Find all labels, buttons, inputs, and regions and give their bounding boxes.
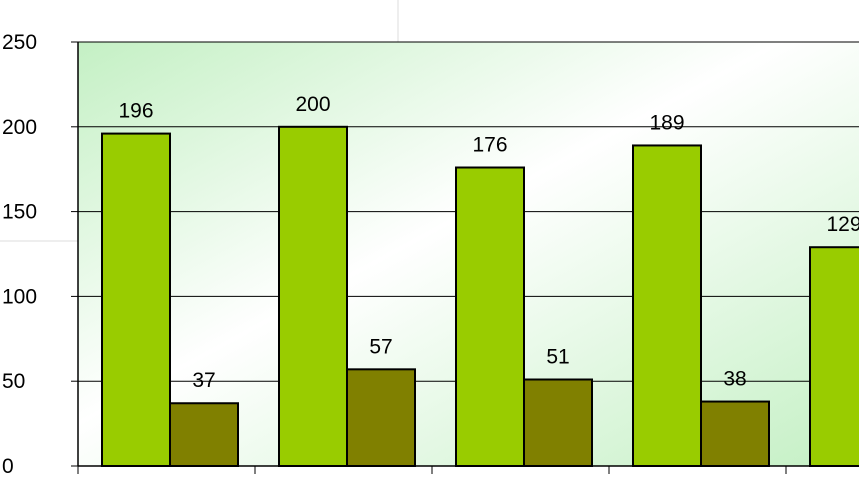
bar-series1-cat1 bbox=[101, 132, 171, 467]
axes bbox=[77, 42, 859, 474]
y-tick-label: 100 bbox=[2, 285, 37, 308]
y-tick-label: 50 bbox=[2, 370, 25, 393]
data-label: 51 bbox=[546, 346, 569, 369]
y-axis-ticks: 0 50 100 150 200 250 bbox=[2, 31, 78, 478]
bar-series1-cat3 bbox=[455, 166, 525, 467]
data-label: 196 bbox=[118, 100, 153, 123]
bar-series2-cat2 bbox=[346, 368, 416, 467]
data-labels: 196 200 176 189 129 37 57 51 38 bbox=[118, 93, 859, 392]
bar-series2-cat4 bbox=[700, 400, 770, 467]
data-label: 37 bbox=[192, 369, 215, 392]
bar-series2-cat1 bbox=[169, 402, 239, 467]
data-label: 200 bbox=[295, 93, 330, 116]
bar-series2-cat3 bbox=[523, 378, 593, 467]
data-label: 38 bbox=[723, 368, 746, 391]
data-label: 189 bbox=[649, 111, 684, 134]
y-tick-label: 250 bbox=[2, 31, 37, 54]
data-label: 129 bbox=[826, 213, 859, 236]
data-label: 176 bbox=[472, 134, 507, 157]
bar-series1-cat2 bbox=[278, 125, 348, 468]
y-tick-label: 0 bbox=[2, 455, 14, 478]
y-tick-label: 200 bbox=[2, 116, 37, 139]
data-label: 57 bbox=[369, 335, 392, 358]
bar-series1-cat5 bbox=[809, 246, 859, 467]
y-tick-label: 150 bbox=[2, 201, 37, 224]
bar-series1-cat4 bbox=[632, 144, 702, 467]
